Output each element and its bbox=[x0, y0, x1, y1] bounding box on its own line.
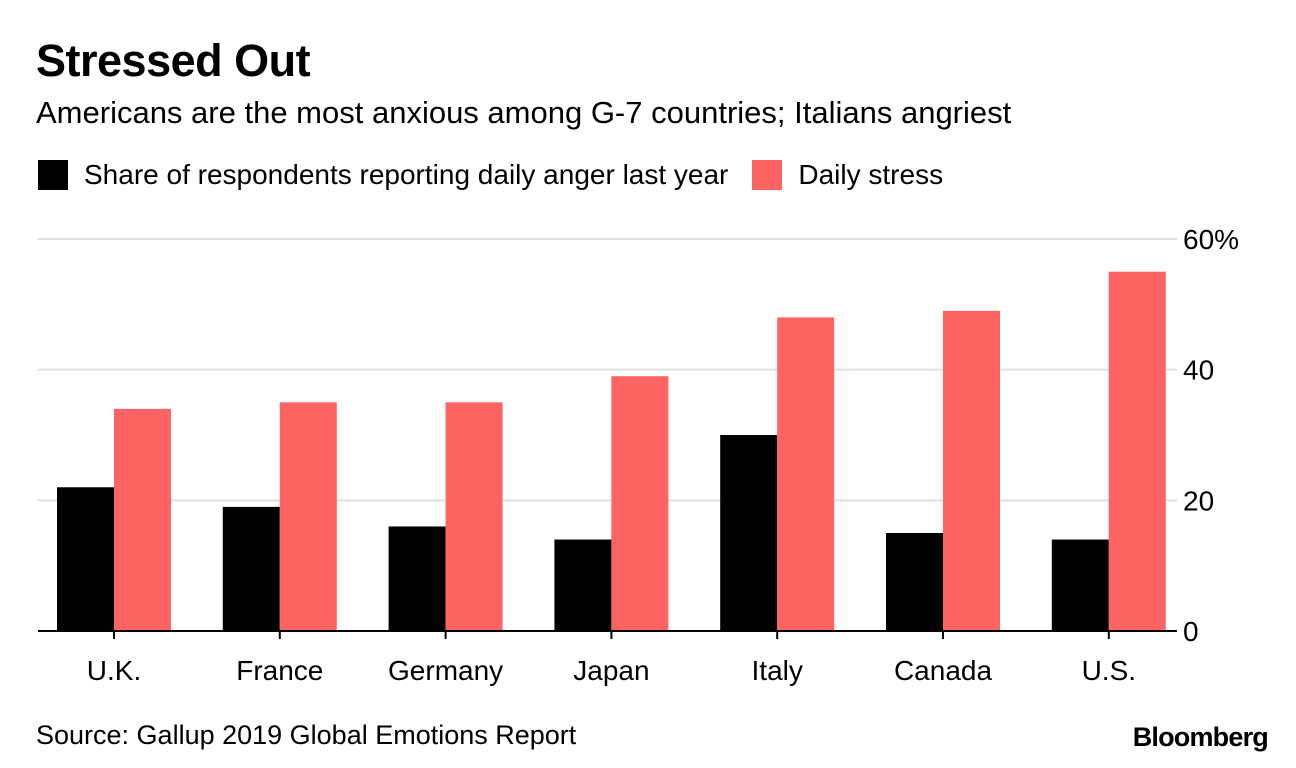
anger-bar bbox=[886, 533, 943, 631]
x-tick-label: U.S. bbox=[1082, 655, 1136, 686]
anger-bar bbox=[57, 487, 114, 631]
stress-bar bbox=[445, 402, 503, 631]
y-tick-label: 20 bbox=[1183, 485, 1214, 516]
y-tick-label: 40 bbox=[1183, 355, 1214, 386]
anger-bar bbox=[388, 526, 446, 631]
legend-swatch-stress bbox=[752, 160, 783, 190]
legend-item-anger: Share of respondents reporting daily ang… bbox=[38, 159, 728, 191]
stress-bar bbox=[114, 408, 171, 631]
y-tick-label: 60% bbox=[1183, 224, 1239, 255]
stress-bar bbox=[777, 317, 835, 631]
legend-label-stress: Daily stress bbox=[798, 159, 944, 190]
chart-title: Stressed Out bbox=[36, 35, 311, 86]
stress-bar bbox=[611, 376, 669, 631]
y-tick-label: 0 bbox=[1183, 616, 1199, 647]
legend-label-anger: Share of respondents reporting daily ang… bbox=[84, 159, 729, 190]
x-tick-label: Japan bbox=[573, 655, 649, 686]
x-tick-label: Germany bbox=[388, 655, 503, 686]
stress-bar bbox=[943, 310, 1000, 631]
x-tick-label: U.K. bbox=[87, 655, 141, 686]
chart-legend: Share of respondents reporting daily ang… bbox=[38, 158, 943, 192]
source-note: Source: Gallup 2019 Global Emotions Repo… bbox=[36, 720, 577, 750]
stress-bar bbox=[1108, 271, 1166, 631]
stress-bar bbox=[279, 402, 337, 631]
x-tick-label: Italy bbox=[752, 655, 803, 686]
x-tick-label: Canada bbox=[894, 655, 993, 686]
anger-bar bbox=[554, 539, 612, 631]
bloomberg-logo: Bloomberg bbox=[1132, 722, 1269, 752]
chart-subtitle: Americans are the most anxious among G-7… bbox=[36, 95, 1012, 130]
anger-bar bbox=[720, 435, 778, 631]
anger-bar bbox=[222, 506, 280, 631]
anger-bar bbox=[1051, 539, 1109, 631]
x-tick-label: France bbox=[236, 655, 323, 686]
legend-swatch-anger bbox=[38, 160, 68, 190]
legend-item-stress: Daily stress bbox=[752, 159, 943, 191]
